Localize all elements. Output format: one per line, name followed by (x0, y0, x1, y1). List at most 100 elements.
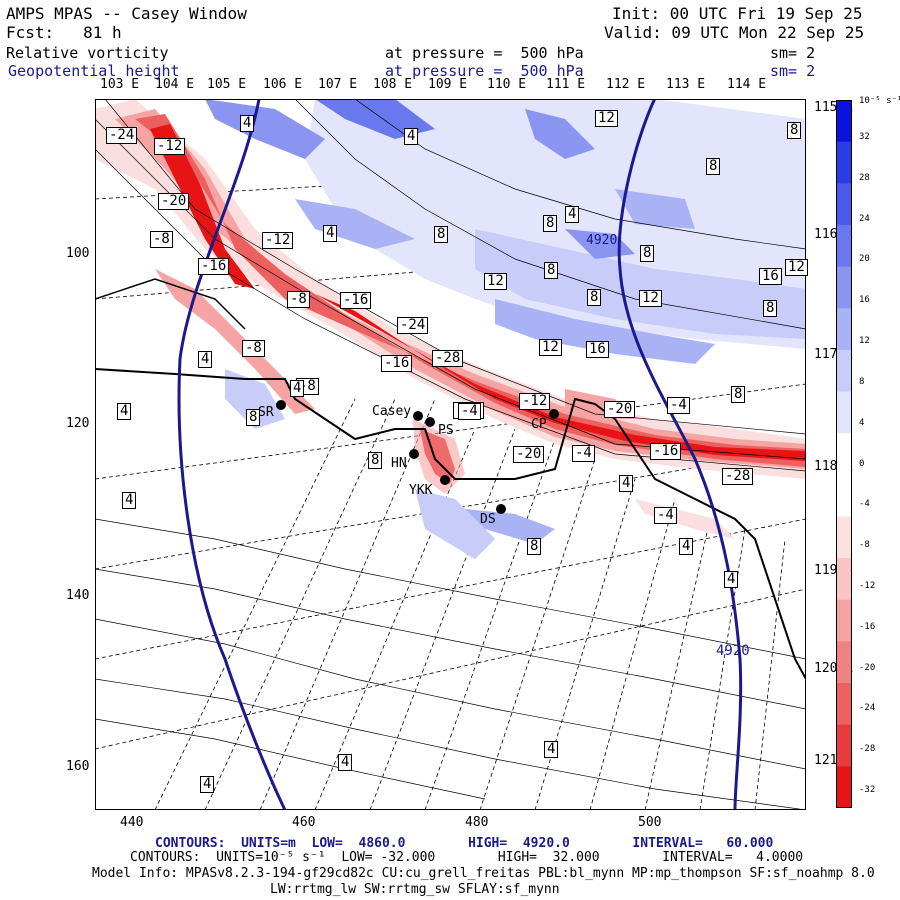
vorticity-contour-label: 4 (117, 403, 132, 420)
lon-label: 105 E (207, 77, 247, 92)
field2-smoothing: sm= 2 (770, 62, 816, 80)
colorbar-segment (836, 641, 852, 684)
lon-label: 112 E (606, 77, 646, 92)
x-axis-label: 440 (120, 815, 144, 830)
station-label: YKK (409, 483, 433, 498)
vorticity-contour-label: -4 (667, 397, 690, 414)
vorticity-contour-label: -16 (340, 292, 372, 309)
vorticity-contour-label: 12 (484, 273, 507, 290)
vorticity-contour-label: 12 (539, 339, 562, 356)
vorticity-contour-label: 4 (200, 776, 215, 793)
vorticity-contour-label: -4 (458, 403, 481, 420)
vorticity-contour-label: 4 (323, 225, 338, 242)
vorticity-contour-label: 4 (724, 571, 739, 588)
x-axis-label: 480 (465, 815, 489, 830)
vorticity-contour-label: -4 (572, 445, 595, 462)
colorbar-segment (836, 683, 852, 726)
vorticity-contour-label: -16 (198, 258, 230, 275)
colorbar-tick-label: 8 (859, 376, 865, 387)
vorticity-contour-label: -8 (287, 291, 310, 308)
vorticity-contour-label: -28 (432, 350, 464, 367)
vorticity-contour-label: 16 (586, 341, 609, 358)
y-axis-label: 160 (66, 759, 90, 774)
vorticity-contour-label: -8 (150, 231, 173, 248)
colorbar-tick-label: 20 (859, 254, 870, 265)
vorticity-contour-label: 4 (198, 351, 213, 368)
vorticity-contour-label: 4 (338, 754, 353, 771)
coastline (95, 278, 246, 330)
vorticity-contour-label: -28 (722, 468, 754, 485)
colorbar-segment (836, 558, 852, 601)
geopotential-height-contours (177, 99, 743, 810)
map-title: AMPS MPAS -- Casey Window (6, 4, 247, 23)
colorbar (836, 100, 852, 808)
field1-name: Relative vorticity (6, 44, 169, 62)
field1-level: at pressure = 500 hPa (385, 44, 584, 62)
colorbar-segment (836, 433, 852, 476)
vorticity-contour-label: -12 (154, 138, 186, 155)
vorticity-contour-label: -20 (604, 401, 636, 418)
field1-smoothing: sm= 2 (770, 44, 816, 62)
colorbar-tick-label: 32 (859, 132, 870, 142)
valid-time: Valid: 09 UTC Mon 22 Sep 25 (604, 23, 865, 42)
vorticity-contour-label: 8 (543, 215, 558, 232)
colorbar-segment (836, 391, 852, 434)
station-label: PS (438, 423, 454, 438)
station-label: HN (391, 456, 407, 471)
y-axis-label: 140 (66, 588, 90, 603)
colorbar-segment (836, 308, 852, 351)
colorbar-segment (836, 724, 852, 767)
vorticity-contour-label: 16 (759, 268, 782, 285)
lon-label: 109 E (428, 77, 468, 92)
lon-label: 110 E (487, 77, 527, 92)
vorticity-contour-label: 12 (639, 290, 662, 307)
colorbar-tick-label: 4 (859, 417, 865, 428)
vorticity-contour-label: 4 (544, 741, 559, 758)
station-label: CP (531, 417, 547, 432)
lon-label: 106 E (263, 77, 303, 92)
station-label: DS (480, 512, 496, 527)
x-axis-label: 500 (638, 815, 662, 830)
contours-height-info: CONTOURS: UNITS=m LOW= 4860.0 HIGH= 4920… (155, 836, 774, 851)
vorticity-contour-label: 4 (619, 475, 634, 492)
vorticity-contour-label: -24 (106, 127, 138, 144)
colorbar-tick-label: -4 (859, 499, 870, 510)
lon-label: 103 E (100, 77, 140, 92)
colorbar-tick-label: 28 (859, 172, 870, 183)
field2-level: at pressure = 500 hPa (385, 62, 584, 80)
vorticity-contour-label: -20 (513, 446, 545, 463)
init-time: Init: 00 UTC Fri 19 Sep 25 (612, 4, 863, 23)
model-info: Model Info: MPASv8.2.3-194-gf29cd82c CU:… (92, 866, 875, 881)
lon-label: 104 E (155, 77, 195, 92)
colorbar-tick-label: -28 (859, 744, 876, 755)
station-label: Casey (372, 404, 412, 419)
vorticity-contour-label: 8 (544, 262, 559, 279)
y-axis-label: 100 (66, 246, 90, 261)
colorbar-segment (836, 766, 852, 808)
vorticity-contour-label: 8 (763, 300, 778, 317)
colorbar-tick-label: 12 (859, 336, 870, 347)
vorticity-contour-label: 8 (706, 158, 721, 175)
vorticity-contour-label: 4 (240, 115, 255, 132)
colorbar-tick-label: -16 (859, 621, 876, 632)
model-info-2: LW:rrtmg_lw SW:rrtmg_sw SFLAY:sf_mynn (270, 882, 560, 897)
vorticity-contour-label: 8 (731, 386, 746, 403)
colorbar-segment (836, 599, 852, 642)
vorticity-contour-label: 8 (587, 289, 602, 306)
colorbar-segment (836, 266, 852, 309)
vorticity-contour-label: 12 (785, 259, 808, 276)
vorticity-contour-label: 8 (787, 122, 802, 139)
colorbar-tick-label: -24 (859, 703, 876, 714)
vorticity-contour-label: 8 (640, 245, 655, 262)
lon-label: 107 E (318, 77, 358, 92)
vorticity-contour-label: -4 (654, 507, 677, 524)
vorticity-contour-label: -20 (158, 193, 190, 210)
contours-vorticity-info: CONTOURS: UNITS=10⁻⁵ s⁻¹ LOW= -32.000 HI… (130, 850, 804, 865)
vorticity-contour-label: -12 (262, 232, 294, 249)
vorticity-contour-label: -16 (650, 443, 682, 460)
vorticity-contour-label: 8 (434, 226, 449, 243)
vorticity-contour-label: -8 (242, 340, 265, 357)
colorbar-tick-label: -32 (859, 785, 876, 796)
height-contour-label: 4920 (716, 643, 750, 659)
colorbar-tick-label: -12 (859, 580, 876, 591)
